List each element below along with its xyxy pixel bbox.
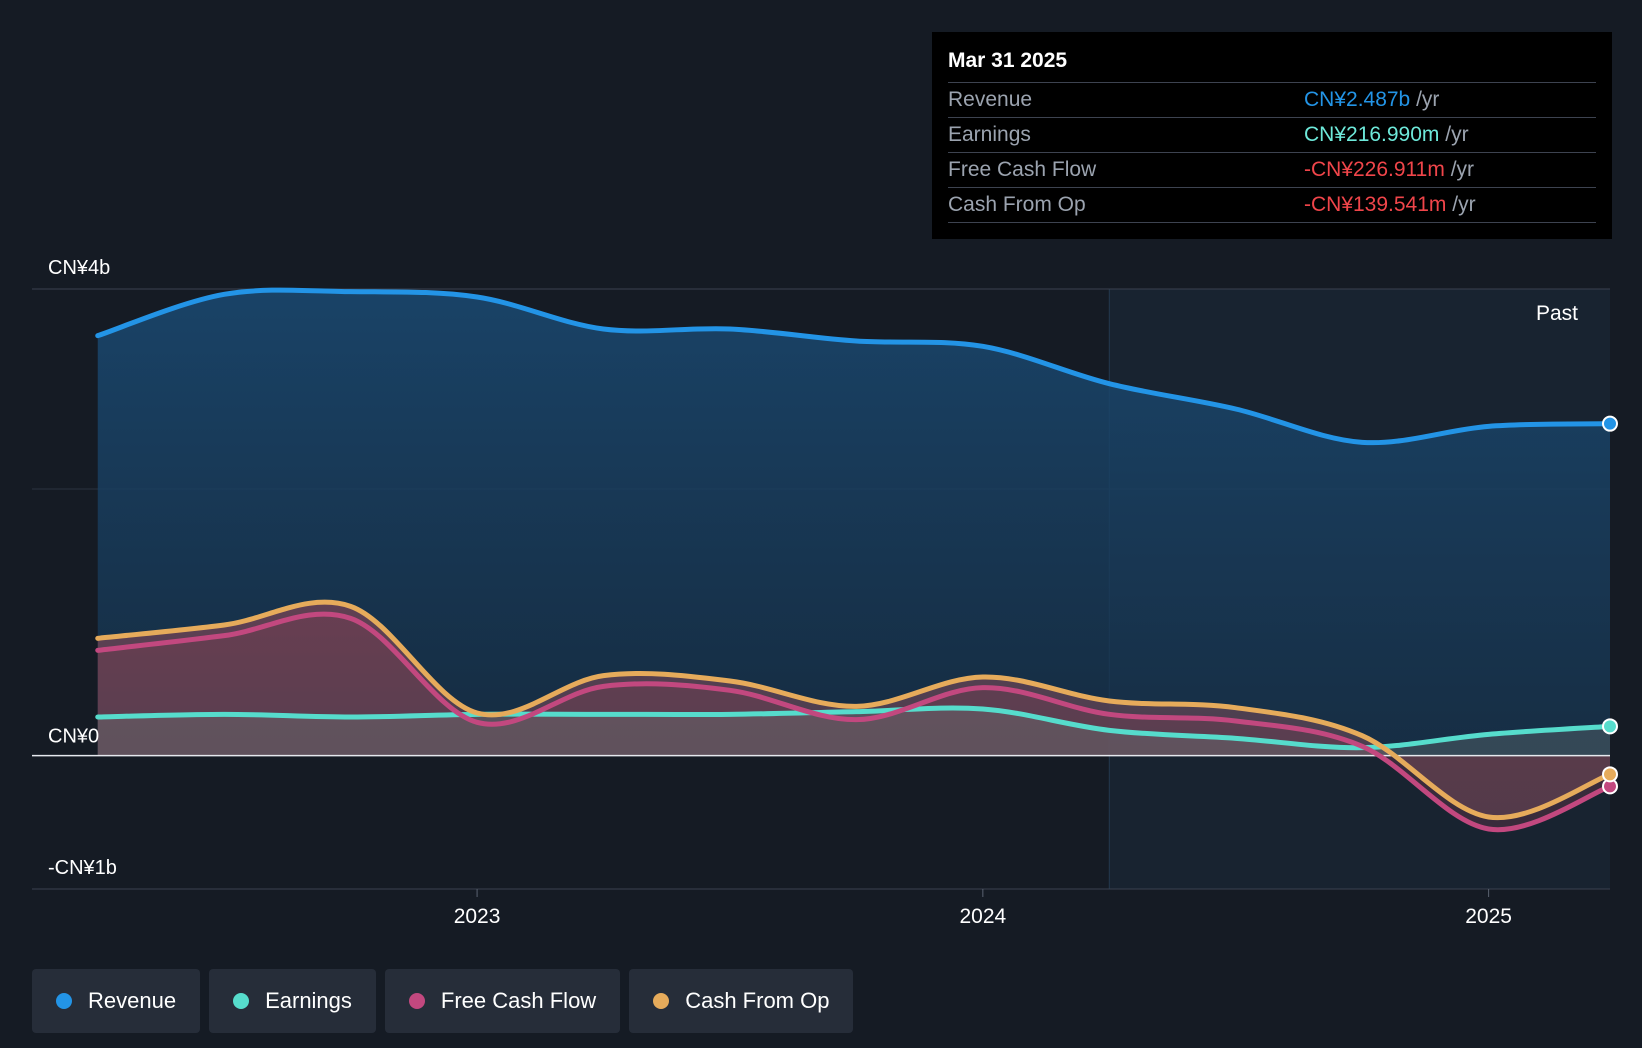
area-revenue	[97, 290, 1610, 756]
legend-item-earnings[interactable]: Earnings	[209, 969, 376, 1033]
tooltip-row-cash-from-op: Cash From Op -CN¥139.541m /yr	[948, 188, 1596, 223]
tooltip-unit: /yr	[1445, 123, 1469, 146]
end-point-earnings	[1602, 718, 1618, 735]
tooltip-label: Revenue	[948, 88, 1033, 111]
tooltip-panel: Mar 31 2025 Revenue CN¥2.487b /yr Earnin…	[932, 32, 1612, 239]
y-tick-label: -CN¥1b	[48, 857, 117, 879]
tooltip-value-group: CN¥216.990m /yr	[1304, 118, 1469, 152]
end-point-cash-from-op	[1602, 766, 1618, 783]
tooltip-label: Cash From Op	[948, 193, 1086, 216]
tooltip-value: CN¥2.487b	[1304, 88, 1411, 111]
tooltip-date: Mar 31 2025	[948, 46, 1596, 83]
tooltip-row-free-cash-flow: Free Cash Flow -CN¥226.911m /yr	[948, 153, 1596, 188]
tooltip-unit: /yr	[1416, 88, 1440, 111]
legend-label: Cash From Op	[685, 988, 830, 1013]
legend-label: Free Cash Flow	[440, 988, 597, 1013]
legend-dot-icon	[233, 993, 250, 1009]
tooltip-unit: /yr	[1452, 193, 1476, 216]
tooltip-label: Earnings	[948, 123, 1031, 146]
y-tick-label: CN¥4b	[48, 257, 110, 279]
legend-item-revenue[interactable]: Revenue	[32, 969, 201, 1033]
legend-dot-icon	[408, 993, 425, 1009]
tooltip-label: Free Cash Flow	[948, 158, 1097, 181]
tooltip-value: -CN¥139.541m	[1304, 193, 1447, 216]
legend-label: Earnings	[265, 988, 352, 1013]
end-point-revenue	[1602, 415, 1618, 432]
tooltip-row-revenue: Revenue CN¥2.487b /yr	[948, 83, 1596, 118]
tooltip-value-group: CN¥2.487b /yr	[1304, 83, 1439, 117]
legend-label: Revenue	[88, 988, 177, 1013]
legend-item-cash-from-op[interactable]: Cash From Op	[629, 969, 854, 1033]
x-tick-label: 2025	[1465, 905, 1512, 928]
legend-item-free-cash-flow[interactable]: Free Cash Flow	[384, 969, 621, 1033]
tooltip-row-earnings: Earnings CN¥216.990m /yr	[948, 118, 1596, 153]
tooltip-value: CN¥216.990m	[1304, 123, 1440, 146]
x-tick-label: 2023	[454, 905, 501, 928]
past-label: Past	[1536, 302, 1578, 325]
tooltip-unit: /yr	[1450, 158, 1475, 181]
x-tick-label: 2024	[959, 905, 1006, 928]
line-cash-from-op	[95, 599, 1613, 821]
tooltip-value-group: -CN¥226.911m /yr	[1304, 153, 1474, 187]
tooltip-value-group: -CN¥139.541m /yr	[1304, 188, 1476, 222]
line-free-cash-flow	[95, 611, 1613, 833]
y-tick-label: CN¥0	[48, 726, 99, 748]
line-revenue	[95, 287, 1613, 446]
chart-legend: Revenue Earnings Free Cash Flow Cash Fro…	[32, 969, 854, 1033]
legend-dot-icon	[653, 993, 670, 1009]
tooltip-value: -CN¥226.911m	[1304, 158, 1445, 181]
legend-dot-icon	[56, 993, 72, 1009]
